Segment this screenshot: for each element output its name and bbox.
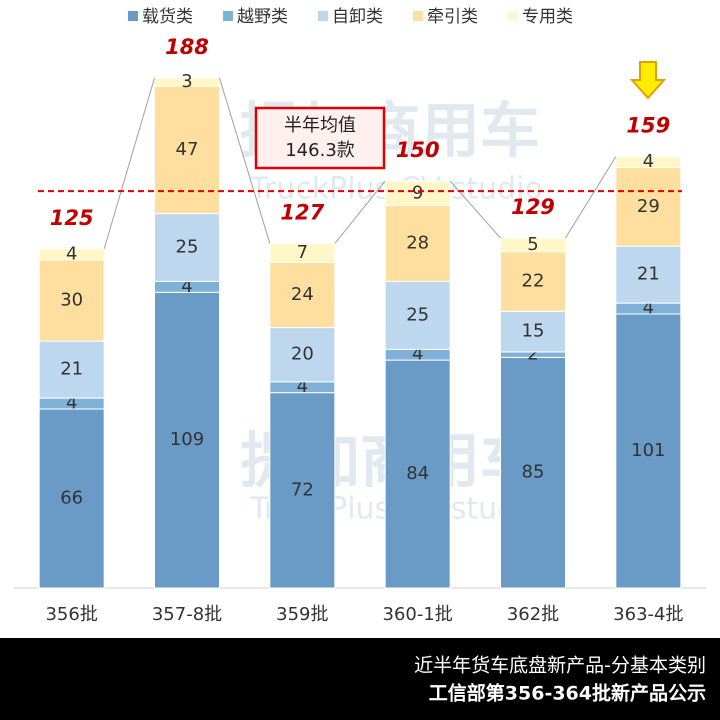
data-label: 5 — [527, 234, 538, 255]
data-label: 4 — [643, 151, 654, 172]
data-label: 4 — [66, 393, 77, 414]
average-value: 146.3款 — [285, 140, 355, 161]
bar-segment — [38, 408, 105, 589]
legend-label: 载货类 — [142, 7, 193, 27]
total-label: 127 — [280, 200, 324, 224]
data-label: 47 — [176, 139, 199, 160]
average-box — [254, 106, 386, 170]
legend-swatch — [318, 11, 328, 21]
data-label: 29 — [637, 196, 660, 217]
bar-segment — [615, 156, 682, 168]
bar-segment — [384, 180, 451, 206]
legend-label: 越野类 — [237, 7, 288, 27]
legend-swatch — [223, 11, 233, 21]
connector-line — [219, 77, 271, 244]
data-label: 4 — [66, 243, 77, 264]
total-label: 150 — [396, 138, 440, 162]
data-label: 66 — [60, 487, 83, 508]
bar-segment — [384, 204, 451, 282]
bar-segment — [269, 327, 336, 383]
legend-swatch — [413, 11, 423, 21]
data-label: 22 — [522, 270, 545, 291]
data-label: 2 — [527, 344, 538, 365]
bar-segment — [500, 237, 566, 253]
total-label: 188 — [165, 35, 209, 59]
legend-label: 专用类 — [522, 7, 573, 27]
data-label: 28 — [406, 232, 429, 253]
x-tick-label: 360-1批 — [383, 604, 453, 625]
bar-segment — [615, 245, 682, 304]
bar-segment — [38, 248, 105, 261]
footer-line: 近半年货车底盘新产品-分基本类别 — [414, 655, 706, 677]
bar-segment — [154, 213, 220, 282]
x-tick-label: 356批 — [45, 604, 97, 625]
data-label: 24 — [291, 284, 314, 305]
average-label: 半年均值 — [284, 115, 356, 136]
data-label: 85 — [522, 462, 545, 483]
x-tick-label: 362批 — [507, 604, 559, 625]
data-label: 84 — [406, 463, 429, 484]
bar-segment — [500, 251, 566, 312]
total-label: 159 — [626, 114, 670, 138]
bar-segment — [269, 261, 336, 329]
data-label: 3 — [181, 71, 192, 92]
data-label: 20 — [291, 344, 314, 365]
bar-segment — [615, 313, 682, 589]
total-label: 129 — [511, 195, 555, 219]
bar-segment — [38, 259, 105, 342]
arrow-icon — [629, 61, 667, 100]
connector-line — [565, 156, 617, 239]
total-label: 125 — [50, 206, 94, 230]
bar-segment — [269, 242, 336, 263]
data-label: 4 — [297, 376, 308, 397]
data-label: 4 — [412, 344, 423, 365]
footer-band — [0, 638, 720, 720]
bar-segment — [38, 340, 105, 399]
legend-swatch — [128, 11, 138, 21]
bar-segment — [500, 310, 566, 353]
data-label: 21 — [637, 264, 660, 285]
data-label: 4 — [181, 276, 192, 297]
data-label: 15 — [522, 321, 545, 342]
data-label: 101 — [631, 440, 665, 461]
connector-line — [334, 180, 386, 244]
data-label: 9 — [412, 182, 423, 203]
bar-segment — [384, 280, 451, 350]
bar-segment — [384, 359, 451, 589]
bar-segment — [269, 392, 336, 589]
bar-segment — [500, 356, 566, 589]
legend-label: 牵引类 — [427, 7, 478, 27]
data-label: 7 — [297, 242, 308, 263]
bar-segment — [154, 85, 220, 215]
connector-line — [103, 77, 155, 250]
data-label: 30 — [60, 289, 83, 310]
legend-swatch — [508, 11, 518, 21]
data-label: 109 — [170, 429, 204, 450]
data-label: 25 — [176, 237, 199, 258]
x-tick-label: 357-8批 — [152, 604, 222, 625]
data-label: 4 — [643, 298, 654, 319]
bar-segment — [154, 77, 220, 87]
x-tick-label: 359批 — [276, 604, 328, 625]
legend-label: 自卸类 — [332, 7, 383, 27]
data-label: 21 — [60, 359, 83, 380]
bar-segment — [154, 291, 220, 589]
footer-line: 工信部第356-364批新产品公示 — [429, 682, 706, 705]
data-label: 72 — [291, 479, 314, 500]
data-label: 25 — [406, 304, 429, 325]
x-tick-label: 363-4批 — [613, 604, 683, 625]
